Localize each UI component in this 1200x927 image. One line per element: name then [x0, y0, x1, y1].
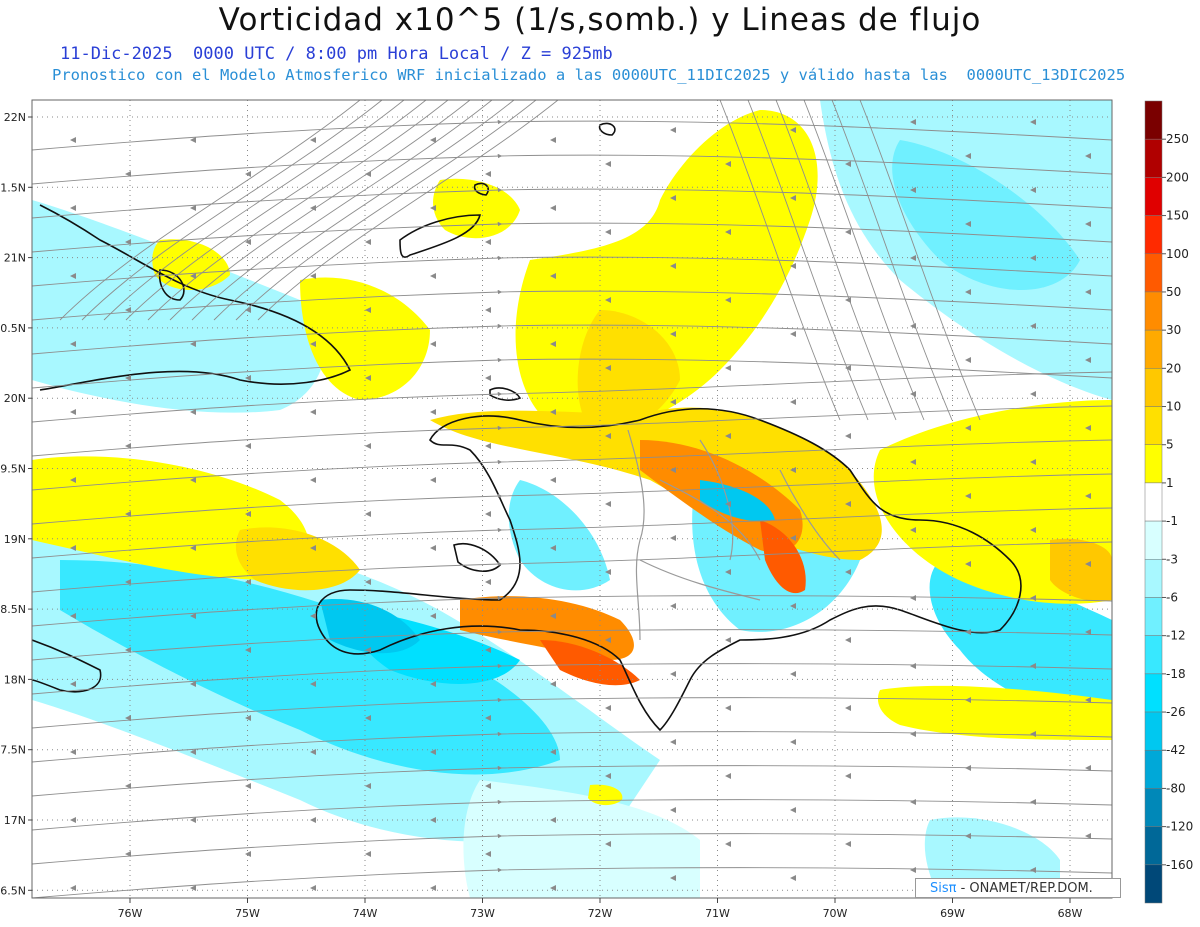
lat-tick-label: 0.5N: [0, 322, 26, 335]
colorbar-label: 250: [1166, 132, 1189, 146]
lon-tick-label: 70W: [823, 907, 848, 920]
colorbar-swatch: [1144, 673, 1163, 713]
colorbar-swatch: [1144, 559, 1163, 598]
credit-brand: Sisπ: [930, 881, 957, 896]
lat-tick-label: 21N: [4, 252, 26, 265]
colorbar-label: -6: [1166, 590, 1178, 604]
colorbar-swatch: [1144, 635, 1163, 675]
lon-tick-label: 69W: [940, 907, 965, 920]
lat-tick-label: 9.5N: [0, 463, 26, 476]
colorbar-swatch: [1144, 597, 1163, 636]
lon-tick-label: 76W: [118, 907, 143, 920]
map-layers: [32, 100, 1112, 898]
colorbar-swatch: [1144, 711, 1163, 751]
coastlines: [32, 122, 1022, 732]
lat-tick-label: 19N: [4, 533, 26, 546]
lat-tick-label: 1.5N: [0, 181, 26, 194]
colorbar-swatch: [1144, 788, 1163, 827]
positive-vorticity-shading: [32, 110, 1112, 806]
credit-box: Sisπ - ONAMET/REP.DOM.: [915, 878, 1121, 898]
streamlines: [32, 100, 1112, 898]
colorbar-label: 20: [1166, 361, 1181, 375]
colorbar-label: -80: [1166, 781, 1186, 795]
lat-tick-label: 6.5N: [0, 884, 26, 897]
lat-tick-label: 20N: [4, 392, 26, 405]
colorbar-label: -26: [1166, 705, 1186, 719]
latitude-labels: 22N 1.5N 21N 0.5N 20N 9.5N 19N 8.5N 18N 7.5N 17N 6.…: [0, 111, 32, 897]
colorbar-swatch: [1144, 749, 1163, 789]
plot-frame: [31, 99, 1113, 899]
colorbar-swatch: [1144, 864, 1163, 904]
lat-tick-label: 17N: [4, 814, 26, 827]
lat-lon-grid: [32, 100, 1112, 898]
political-borders: [627, 429, 841, 641]
colorbar-label: -120: [1166, 820, 1193, 834]
map-title: Vorticidad x10^5 (1/s,somb.) y Lineas de…: [218, 2, 982, 38]
colorbar-swatch: [1144, 520, 1163, 560]
colorbar-swatch: [1144, 253, 1163, 293]
lat-tick-label: 7.5N: [0, 744, 26, 757]
island-vorticity-detail: [320, 407, 882, 686]
colorbar-label: 1: [1166, 476, 1174, 490]
colorbar-swatch: [1144, 826, 1163, 866]
lat-tick-label: 8.5N: [0, 603, 26, 616]
colorbar-label: -42: [1166, 743, 1186, 757]
colorbar-swatch: [1144, 138, 1163, 178]
colorbar-label: 200: [1166, 170, 1189, 184]
colorbar-swatch: [1144, 329, 1163, 369]
lon-tick-label: 74W: [353, 907, 378, 920]
colorbar-swatch: [1144, 177, 1163, 216]
colorbar-label: -3: [1166, 552, 1178, 566]
colorbar-label: 5: [1166, 438, 1174, 452]
colorbar-swatch: [1144, 482, 1163, 522]
longitude-labels: 76W 75W 74W 73W 72W 71W 70W 69W 68W: [118, 898, 1083, 920]
colorbar-label: -18: [1166, 667, 1186, 681]
subtitle-model: Pronostico con el Modelo Atmosferico WRF…: [52, 66, 1126, 84]
colorbar-swatch: [1144, 291, 1163, 331]
colorbar-label: 30: [1166, 323, 1181, 337]
lat-tick-label: 18N: [4, 673, 26, 686]
colorbar-swatch: [1144, 100, 1163, 140]
lon-tick-label: 75W: [235, 907, 260, 920]
colorbar-swatch: [1144, 406, 1163, 445]
colorbar: 250 200 150 100 50 30 20 10 5 1 -1 -3 -6 -12 -18 -26 -42…: [1144, 100, 1193, 904]
lon-tick-label: 73W: [470, 907, 495, 920]
colorbar-label: 50: [1166, 285, 1181, 299]
colorbar-label: -1: [1166, 514, 1178, 528]
colorbar-label: 150: [1166, 209, 1189, 223]
lon-tick-label: 68W: [1058, 907, 1083, 920]
lon-tick-label: 71W: [705, 907, 730, 920]
colorbar-label: 10: [1166, 400, 1181, 414]
credit-text: - ONAMET/REP.DOM.: [960, 881, 1093, 896]
colorbar-swatch: [1144, 368, 1163, 407]
colorbar-swatch: [1144, 215, 1163, 255]
colorbar-label: -160: [1166, 858, 1193, 872]
colorbar-label: 100: [1166, 247, 1189, 261]
colorbar-label: -12: [1166, 629, 1186, 643]
lat-tick-label: 22N: [4, 111, 26, 124]
subtitle-date: 11-Dic-2025 0000 UTC / 8:00 pm Hora Loca…: [60, 44, 613, 64]
lon-tick-label: 72W: [588, 907, 613, 920]
colorbar-swatch: [1144, 444, 1163, 484]
